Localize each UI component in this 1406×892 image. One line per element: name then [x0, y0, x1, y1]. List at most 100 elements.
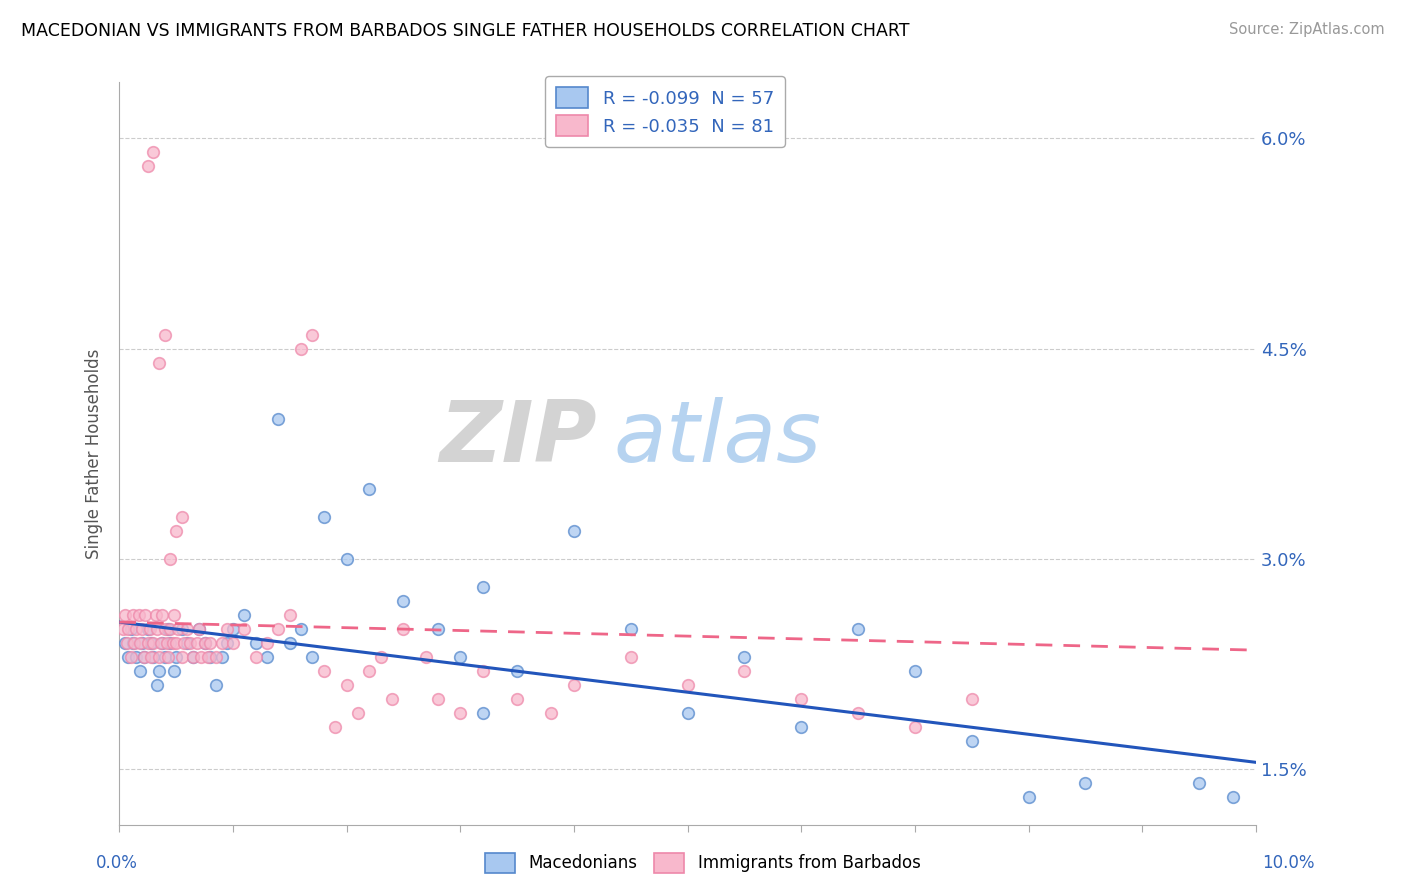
Point [193, 636, 215, 650]
Point [139, 622, 162, 636]
Point [157, 622, 180, 636]
Text: Source: ZipAtlas.com: Source: ZipAtlas.com [1229, 22, 1385, 37]
Point [165, 636, 187, 650]
Point [904, 720, 927, 734]
Point [122, 636, 145, 650]
Point [187, 622, 209, 636]
Point [159, 552, 181, 566]
Point [620, 650, 643, 665]
Point [142, 650, 165, 665]
Point [128, 608, 150, 623]
Point [197, 650, 219, 665]
Point [170, 509, 193, 524]
Legend: R = -0.099  N = 57, R = -0.035  N = 81: R = -0.099 N = 57, R = -0.035 N = 81 [546, 77, 785, 147]
Point [148, 650, 170, 665]
Point [256, 636, 278, 650]
Point [392, 622, 415, 636]
Point [200, 650, 222, 665]
Point [347, 706, 370, 721]
Y-axis label: Single Father Households: Single Father Households [86, 349, 103, 559]
Point [200, 636, 222, 650]
Point [245, 650, 267, 665]
Point [163, 608, 186, 623]
Point [136, 622, 159, 636]
Point [336, 678, 359, 692]
Point [301, 650, 323, 665]
Point [506, 664, 529, 678]
Point [426, 622, 449, 636]
Point [676, 706, 699, 721]
Text: 10.0%: 10.0% [1263, 855, 1315, 872]
Point [170, 650, 193, 665]
Point [142, 636, 165, 650]
Point [205, 678, 228, 692]
Point [153, 650, 176, 665]
Point [153, 327, 176, 342]
Point [190, 650, 212, 665]
Point [134, 650, 156, 665]
Point [222, 622, 245, 636]
Point [148, 356, 170, 370]
Point [290, 622, 312, 636]
Point [733, 664, 755, 678]
Point [301, 327, 323, 342]
Point [290, 342, 312, 356]
Point [278, 636, 301, 650]
Legend: Macedonians, Immigrants from Barbados: Macedonians, Immigrants from Barbados [478, 847, 928, 880]
Point [1222, 790, 1244, 805]
Point [122, 608, 145, 623]
Point [1018, 790, 1040, 805]
Point [139, 636, 162, 650]
Point [472, 664, 495, 678]
Point [150, 636, 173, 650]
Point [145, 608, 167, 623]
Point [122, 636, 145, 650]
Point [540, 706, 562, 721]
Point [312, 509, 335, 524]
Point [1074, 776, 1097, 790]
Point [167, 622, 190, 636]
Point [128, 636, 150, 650]
Point [562, 524, 585, 538]
Point [111, 622, 134, 636]
Point [392, 594, 415, 608]
Point [233, 622, 256, 636]
Point [162, 636, 184, 650]
Point [176, 636, 198, 650]
Point [159, 622, 181, 636]
Point [562, 678, 585, 692]
Point [370, 650, 392, 665]
Point [278, 608, 301, 623]
Point [152, 608, 174, 623]
Point [179, 636, 201, 650]
Point [359, 664, 381, 678]
Point [733, 650, 755, 665]
Point [186, 636, 208, 650]
Point [676, 678, 699, 692]
Point [163, 664, 186, 678]
Point [125, 650, 148, 665]
Point [960, 692, 983, 706]
Text: 0.0%: 0.0% [96, 855, 138, 872]
Point [148, 664, 170, 678]
Point [193, 636, 215, 650]
Point [170, 622, 193, 636]
Point [114, 608, 136, 623]
Point [125, 622, 148, 636]
Point [134, 650, 156, 665]
Point [217, 622, 239, 636]
Point [381, 692, 404, 706]
Point [117, 650, 139, 665]
Point [176, 622, 198, 636]
Point [245, 636, 267, 650]
Point [136, 636, 159, 650]
Point [790, 720, 813, 734]
Point [146, 622, 169, 636]
Point [157, 650, 180, 665]
Point [120, 650, 142, 665]
Point [117, 622, 139, 636]
Point [115, 636, 138, 650]
Point [449, 650, 471, 665]
Point [506, 692, 529, 706]
Point [165, 650, 187, 665]
